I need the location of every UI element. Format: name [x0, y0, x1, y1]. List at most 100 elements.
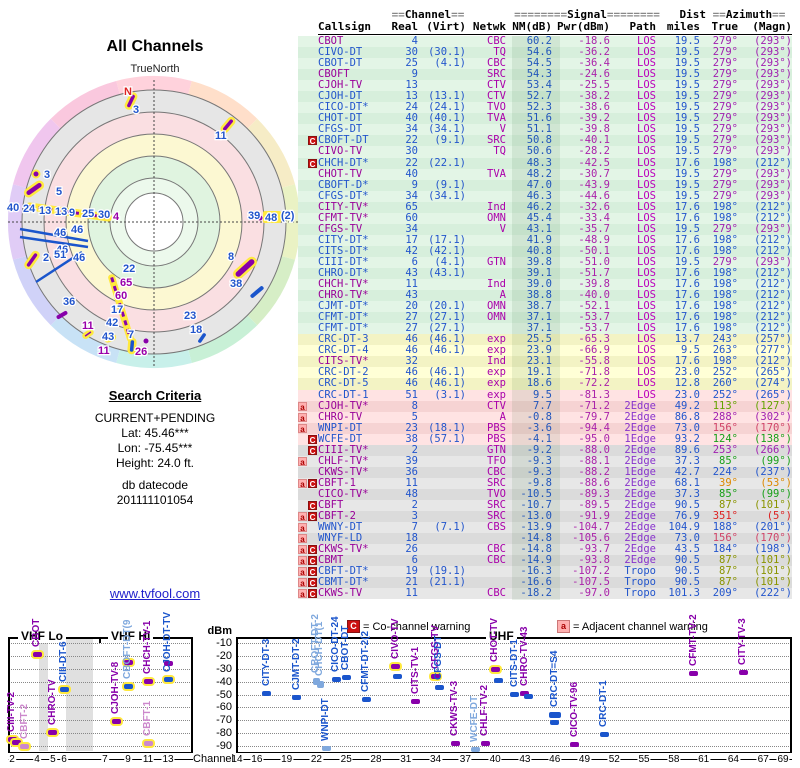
magnetic-azimuth-cell: (274°): [754, 377, 792, 390]
nm-db-cell: 54.3: [526, 68, 552, 81]
real-channel-cell: 27: [405, 322, 418, 335]
table-row: CHCH-TV* 11 Ind 39.0 -39.8 LOS 17.6 198° (212°): [298, 278, 792, 291]
nm-db-cell: 52.7: [526, 90, 552, 103]
path-cell: LOS: [637, 300, 656, 313]
path-cell: Tropo: [624, 576, 656, 589]
true-azimuth-cell: 198°: [712, 156, 738, 169]
dbm-axis-tick: -80: [216, 726, 232, 739]
adjacent-channel-warning-badge: a: [298, 423, 307, 434]
uhf-marker: [599, 731, 609, 737]
vhf-station-label: CJOH-TV-8: [110, 661, 122, 715]
network-cell: CBC: [487, 543, 506, 556]
callsign-cell: CKWS-TV: [318, 587, 363, 600]
callsign-cell: CFMT-TV*: [318, 211, 369, 224]
adjacent-channel-warning-badge: a: [298, 556, 307, 566]
real-channel-cell: 2: [411, 443, 418, 456]
table-row: C CBOFT-DT 22 (9.1) SRC 50.8 -40.1 LOS 19.5 279° (…: [298, 135, 792, 147]
adjacent-channel-warning-badge: a: [298, 567, 307, 577]
nm-db-cell: -10.5: [520, 487, 552, 500]
path-cell: 2Edge: [624, 421, 656, 434]
table-row: CJOH-TV 13 CTV 53.4 -25.5 LOS 19.5 279° (293°): [298, 79, 792, 92]
polar-channel-label: 11: [82, 320, 94, 332]
path-cell: LOS: [637, 266, 656, 279]
nm-db-cell: -3.6: [526, 421, 552, 434]
distance-cell: 19.5: [674, 68, 700, 81]
distance-cell: 76.9: [674, 510, 700, 523]
callsign-cell: CBFT-DT*: [318, 565, 369, 578]
polar-channel-label: 5: [56, 186, 62, 198]
real-channel-cell: 65: [405, 200, 418, 213]
dbm-axis-tick: -60: [216, 701, 232, 714]
virtual-channel-cell: (22.1): [428, 156, 466, 169]
nm-db-cell: 46.3: [526, 189, 552, 202]
distance-cell: 42.7: [674, 465, 700, 478]
nm-db-cell: 43.1: [526, 222, 552, 235]
real-channel-cell: 2: [411, 498, 418, 511]
real-channel-cell: 34: [405, 222, 418, 235]
magnetic-azimuth-cell: (212°): [754, 156, 792, 169]
uhf-station-label: CIVO-TV: [389, 618, 401, 660]
virtual-channel-cell: (17.1): [428, 233, 466, 246]
uhf-marker: [689, 670, 699, 676]
co-channel-warning-badge: C: [308, 545, 317, 556]
nm-db-cell: 39.8: [526, 255, 552, 268]
vhf-marker: [59, 686, 69, 692]
network-cell: exp: [487, 344, 506, 357]
table-row: a C CBMT 6 CBC -14.9 -93.8 2Edge 90.5 87° (101°): [298, 554, 792, 567]
uhf-marker: [470, 746, 480, 752]
power-dbm-cell: -25.5: [578, 79, 610, 92]
uhf-channel-tick: 25: [339, 754, 353, 765]
search-mode: CURRENT+PENDING: [94, 411, 216, 425]
magnetic-azimuth-cell: (212°): [754, 233, 792, 246]
table-row: a C CBFT-2 3 SRC -13.0 -91.9 2Edge 76.9 351° (5°): [298, 510, 792, 523]
true-azimuth-cell: 198°: [712, 233, 738, 246]
nm-db-cell: -14.9: [520, 554, 552, 567]
true-azimuth-cell: 279°: [712, 112, 738, 125]
callsign-cell: CBMT-DT*: [318, 576, 369, 589]
polar-channel-label: 43: [102, 331, 114, 343]
uhf-station-label: CICO-TV-96: [568, 682, 580, 738]
path-cell: 1Edge: [624, 432, 656, 445]
uhf-marker: [523, 694, 533, 700]
magnetic-azimuth-cell: (212°): [754, 355, 792, 368]
tvfool-link[interactable]: www.tvfool.com: [109, 586, 201, 601]
uhf-marker: [391, 664, 401, 670]
real-channel-cell: 38: [405, 432, 418, 445]
power-dbm-cell: -43.9: [578, 178, 610, 191]
network-cell: A: [499, 410, 506, 423]
uhf-station-label: CRC-DT=S4: [548, 650, 560, 707]
magnetic-azimuth-cell: (212°): [754, 200, 792, 213]
nm-db-cell: 51.1: [526, 123, 552, 136]
callsign-cell: CHRO-TV: [318, 410, 363, 423]
power-dbm-cell: -89.3: [578, 487, 610, 500]
true-azimuth-cell: 198°: [712, 355, 738, 368]
power-dbm-cell: -39.2: [578, 112, 610, 125]
network-cell: [466, 158, 506, 169]
table-row: CKWS-TV* 36 CBC -9.3 -88.2 1Edge 42.7 224° (237°…: [298, 465, 792, 478]
nm-db-cell: 19.1: [526, 366, 552, 379]
real-channel-cell: 6: [411, 554, 418, 567]
table-row: C CIII-TV* 2 GTN -9.2 -88.0 2Edge 89.6 253° (266°…: [298, 443, 792, 456]
distance-cell: 37.3: [674, 487, 700, 500]
vhf-station-label: CIII-DT-6: [58, 641, 70, 682]
uhf-marker: [490, 667, 500, 673]
table-row: a C CBFT-DT* 19 (19.1) -16.3 -107.2 Tropo 90.5 87…: [298, 565, 792, 578]
uhf-gridline: [237, 732, 791, 734]
path-cell: LOS: [637, 90, 656, 103]
path-cell: 2Edge: [624, 510, 656, 523]
uhf-marker: [292, 694, 302, 700]
table-row: a WNYF-LD 18 -14.8 -105.6 2Edge 73.0 156° (170°): [298, 533, 792, 545]
virtual-channel-cell: (46.1): [428, 366, 466, 379]
virtual-channel-cell: (21.1): [428, 576, 466, 589]
network-cell: TQ: [493, 145, 506, 158]
table-row: CFGS-TV 34 V 43.1 -35.7 LOS 19.5 279° (293°): [298, 222, 792, 235]
table-row: a WWNY-DT 7 (7.1) CBS -13.9 -104.7 2Edge 104.9 18…: [298, 522, 792, 534]
polar-sector: [188, 315, 258, 364]
polar-channel-label: 18: [190, 324, 202, 336]
power-dbm-cell: -36.2: [578, 46, 610, 59]
vhf-marker: [11, 739, 21, 745]
real-channel-cell: 8: [411, 399, 418, 412]
callsign-cell: CRC-DT-3: [318, 333, 369, 346]
polar-channel-label: 40: [7, 202, 19, 214]
nm-db-cell: 48.3: [526, 156, 552, 169]
